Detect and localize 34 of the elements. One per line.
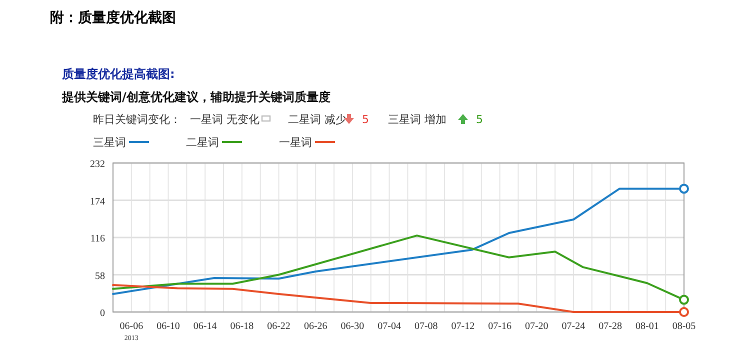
x-tick-label: 07-08 bbox=[414, 321, 438, 332]
x-tick-label: 08-05 bbox=[672, 321, 696, 332]
y-tick-label: 0 bbox=[100, 308, 105, 319]
text: 一星词 无变化 bbox=[190, 113, 260, 126]
legend-label: 一星词 bbox=[279, 136, 312, 149]
text: 提供关键词/创意优化建议，辅助提升关键词质量度 bbox=[61, 90, 330, 104]
x-tick-label: 07-28 bbox=[598, 321, 622, 332]
point bbox=[679, 184, 689, 194]
x-tick-label: 06-22 bbox=[267, 321, 290, 332]
text: 三星词 增加 bbox=[388, 113, 446, 126]
legend-label: 二星词 bbox=[186, 136, 219, 149]
x-tick-label: 06-30 bbox=[340, 321, 364, 332]
x-tick-label: 07-16 bbox=[488, 321, 512, 332]
x-tick-label: 07-20 bbox=[524, 321, 548, 332]
x-tick-label: 06-18 bbox=[230, 321, 254, 332]
x-tick-label: 06-14 bbox=[193, 321, 217, 332]
chart-title: 附：质量度优化截图 bbox=[50, 9, 176, 26]
point bbox=[679, 307, 689, 317]
x-tick-label: 07-12 bbox=[451, 321, 475, 332]
y-tick-label: 58 bbox=[95, 270, 105, 282]
text: 5 bbox=[362, 113, 369, 126]
text: 5 bbox=[476, 113, 483, 126]
x-tick-label: 07-04 bbox=[378, 321, 401, 332]
x-tick-label: 08-01 bbox=[635, 321, 659, 332]
y-tick-label: 232 bbox=[90, 159, 105, 170]
chart-subtitle: 质量度优化提高截图: bbox=[61, 67, 175, 81]
y-tick-label: 174 bbox=[90, 196, 105, 208]
text: 昨日关键词变化： bbox=[93, 113, 181, 126]
legend-label: 三星词 bbox=[93, 136, 126, 149]
x-tick-label: 06-26 bbox=[304, 321, 328, 332]
x-tick-label: 07-24 bbox=[562, 321, 586, 332]
y-tick-label: 116 bbox=[90, 234, 105, 244]
x-tick-label: 06-10 bbox=[156, 321, 180, 332]
point bbox=[679, 294, 689, 305]
